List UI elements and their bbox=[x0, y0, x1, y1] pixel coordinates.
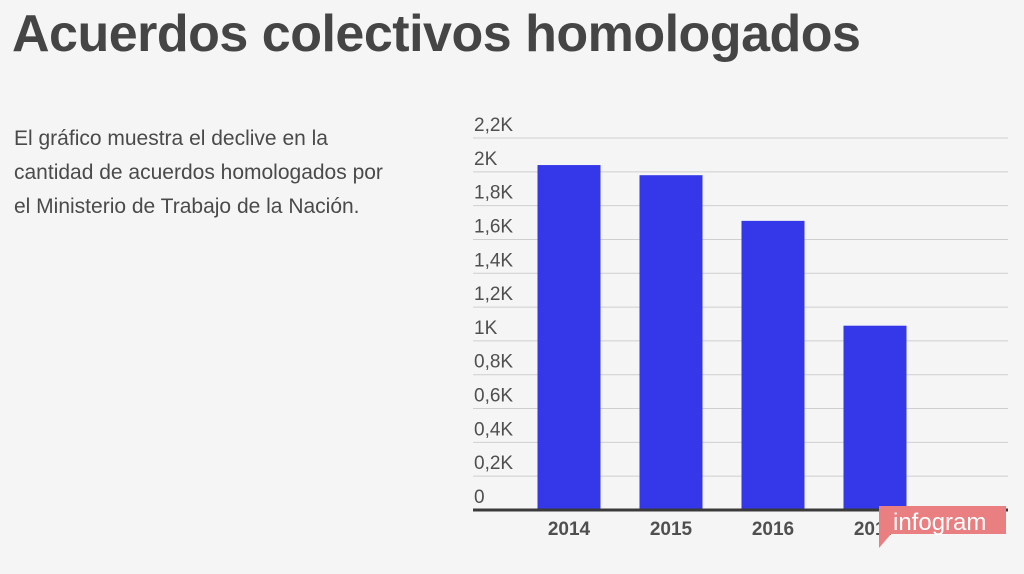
y-tick-label: 1,2K bbox=[474, 284, 513, 305]
y-tick-label: 2K bbox=[474, 149, 498, 170]
x-category-label: 2014 bbox=[548, 519, 591, 540]
y-tick-label: 0,8K bbox=[474, 352, 513, 373]
bar-2015[interactable] bbox=[639, 175, 703, 510]
y-tick-label: 1,8K bbox=[474, 183, 513, 204]
infogram-badge[interactable]: infogram bbox=[879, 506, 1006, 548]
infogram-badge-background bbox=[879, 506, 1006, 548]
bar-2014[interactable] bbox=[537, 165, 601, 510]
y-tick-label: 2,2K bbox=[474, 115, 513, 136]
y-tick-label: 1K bbox=[474, 318, 498, 339]
bar-2016[interactable] bbox=[741, 220, 805, 510]
y-axis-tick-labels: 0 0,2K 0,4K 0,6K 0,8K 1K 1,2K 1,4K 1,6K 1,8K 2K 2,2… bbox=[474, 115, 513, 508]
x-axis-category-labels: 2014 2015 2016 2017 bbox=[548, 519, 896, 540]
y-tick-label: 0,4K bbox=[474, 419, 513, 440]
infogram-logo-text: infogram bbox=[893, 509, 986, 536]
x-category-label: 2016 bbox=[752, 519, 794, 540]
y-tick-label: 0,6K bbox=[474, 386, 513, 407]
page-title: Acuerdos colectivos homologados bbox=[12, 5, 861, 63]
bars bbox=[537, 165, 907, 510]
x-category-label: 2015 bbox=[650, 519, 693, 540]
chart-description: El gráfico muestra el declive en la cant… bbox=[14, 127, 383, 218]
y-tick-label: 0,2K bbox=[474, 453, 513, 474]
y-tick-label: 0 bbox=[474, 487, 485, 508]
y-tick-label: 1,6K bbox=[474, 216, 513, 237]
bar-2017[interactable] bbox=[843, 325, 907, 510]
y-tick-label: 1,4K bbox=[474, 250, 513, 271]
